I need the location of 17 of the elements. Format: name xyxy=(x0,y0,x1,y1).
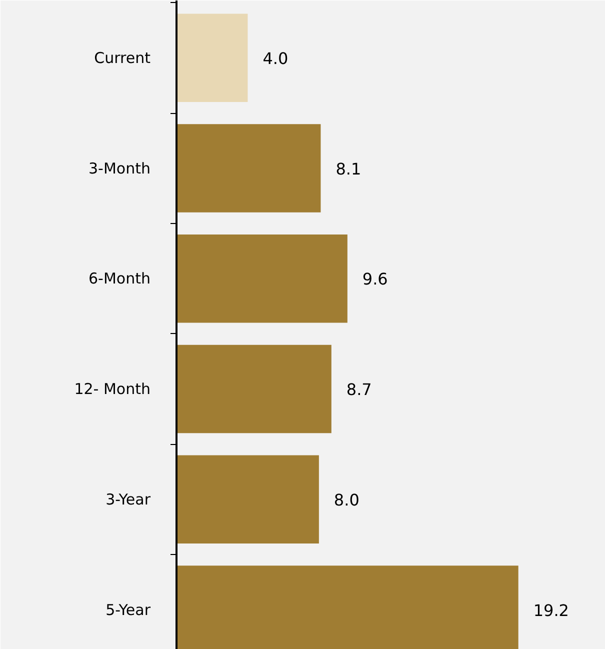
data-label: 19.2 xyxy=(533,600,569,620)
bar xyxy=(176,14,248,102)
data-label: 9.6 xyxy=(362,270,388,289)
y-tick-label: 3-Month xyxy=(88,159,151,178)
bar xyxy=(176,234,348,323)
bar xyxy=(176,344,332,434)
data-label: 8.0 xyxy=(334,490,360,510)
y-tick-label: Current xyxy=(94,48,151,67)
y-tick-label: 5-Year xyxy=(106,600,152,619)
data-label: 4.0 xyxy=(262,48,288,68)
data-label: 8.7 xyxy=(346,380,372,400)
data-label: 8.1 xyxy=(336,159,362,178)
y-tick-label: 6-Month xyxy=(88,270,151,288)
bar xyxy=(176,455,319,544)
y-tick-label: 3-Year xyxy=(106,490,152,508)
bar xyxy=(176,124,321,212)
y-tick-label: 12- Month xyxy=(74,380,151,398)
